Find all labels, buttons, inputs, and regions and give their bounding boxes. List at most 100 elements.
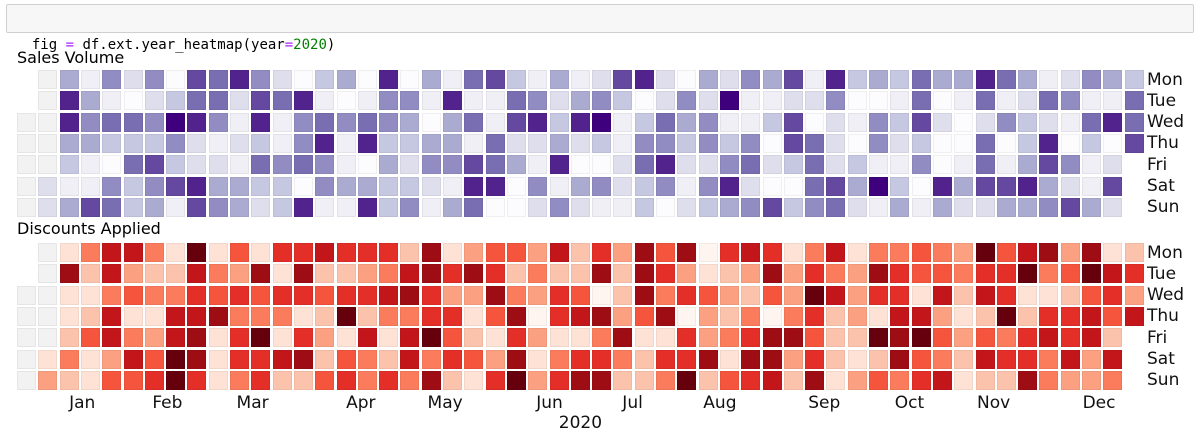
heatmap-cell xyxy=(634,349,654,369)
heatmap-cell xyxy=(528,243,548,262)
heatmap-cell xyxy=(357,264,377,284)
heatmap-cell xyxy=(677,243,697,262)
heatmap-cell xyxy=(677,197,697,217)
heatmap-cell xyxy=(230,112,249,132)
heatmap-cell xyxy=(123,91,143,111)
heatmap-cell xyxy=(932,370,952,390)
heatmap-cell xyxy=(592,285,612,305)
heatmap-cell xyxy=(719,243,739,262)
heatmap-cell xyxy=(379,197,399,217)
heatmap-cell xyxy=(783,197,803,217)
heatmap-cell xyxy=(890,285,910,305)
heatmap-cell xyxy=(613,370,633,390)
heatmap-cell xyxy=(506,112,526,132)
heatmap-cell xyxy=(932,285,952,305)
heatmap-cell xyxy=(549,91,569,111)
heatmap-cell xyxy=(783,349,803,369)
heatmap-cell xyxy=(1103,133,1123,153)
heatmap-cell xyxy=(1103,328,1123,348)
heatmap-cell xyxy=(869,243,888,262)
heatmap-cell xyxy=(485,370,505,390)
heatmap-cell xyxy=(528,328,548,348)
heatmap-cell xyxy=(272,264,292,284)
heatmap-cell xyxy=(1018,306,1038,326)
heatmap-cell xyxy=(208,243,228,262)
heatmap-cell xyxy=(677,264,697,284)
heatmap-cell xyxy=(80,176,100,196)
heatmap-cell xyxy=(847,155,867,175)
heatmap-cell xyxy=(741,243,761,262)
heatmap-cell xyxy=(634,91,654,111)
heatmap-cell xyxy=(1018,112,1038,132)
heatmap-cell xyxy=(656,112,675,132)
heatmap-cell xyxy=(847,349,867,369)
heatmap-cell xyxy=(869,264,888,284)
heatmap-cell xyxy=(549,197,569,217)
heatmap-cell xyxy=(1039,197,1059,217)
month-tick-jan: Jan xyxy=(69,393,96,413)
heatmap-cell xyxy=(975,349,995,369)
heatmap-cell xyxy=(890,306,910,326)
heatmap-cell xyxy=(847,70,867,89)
heatmap-cell xyxy=(144,370,164,390)
heatmap-cell xyxy=(59,243,79,262)
heatmap-cell xyxy=(80,70,100,89)
heatmap-cell xyxy=(293,176,313,196)
heatmap-cell xyxy=(741,91,761,111)
heatmap-cell xyxy=(656,328,675,348)
heatmap-cell xyxy=(17,197,36,217)
heatmap-cell xyxy=(741,306,761,326)
heatmap-cell xyxy=(315,264,335,284)
heatmap-cell xyxy=(144,328,164,348)
heatmap-cell xyxy=(719,264,739,284)
heatmap-cell xyxy=(80,370,100,390)
heatmap-cell xyxy=(464,349,484,369)
heatmap-cell xyxy=(1018,328,1038,348)
heatmap-cell xyxy=(443,306,462,326)
month-tick-feb: Feb xyxy=(152,393,183,413)
heatmap-cell xyxy=(336,328,356,348)
heatmap-cell xyxy=(443,197,462,217)
heatmap-cell xyxy=(592,349,612,369)
heatmap-cell xyxy=(272,370,292,390)
heatmap-cell xyxy=(59,285,79,305)
heatmap-cell xyxy=(379,70,399,89)
heatmap-cell xyxy=(443,285,462,305)
heatmap-cell xyxy=(1124,112,1144,132)
heatmap-cell xyxy=(1082,285,1101,305)
heatmap-cell xyxy=(677,70,697,89)
heatmap-cell xyxy=(634,243,654,262)
heatmap-cell xyxy=(1018,349,1038,369)
heatmap-cell xyxy=(975,176,995,196)
heatmap-cell xyxy=(485,285,505,305)
month-tick-jul: Jul xyxy=(622,393,643,413)
heatmap-cell xyxy=(1124,70,1144,89)
heatmap-cell xyxy=(208,70,228,89)
heatmap-cell xyxy=(144,197,164,217)
heatmap-cell xyxy=(1103,306,1123,326)
heatmap-cell xyxy=(144,349,164,369)
heatmap-cell xyxy=(634,328,654,348)
heatmap-cell xyxy=(528,349,548,369)
heatmap-cell xyxy=(59,112,79,132)
code-cell[interactable]: fig = df.ext.year_heatmap(year=2020) xyxy=(6,4,1194,53)
day-label-mon: Mon xyxy=(1147,69,1183,90)
heatmap-cell xyxy=(570,70,590,89)
heatmap-cell xyxy=(166,349,186,369)
heatmap-cell xyxy=(805,155,825,175)
heatmap-cell xyxy=(613,285,633,305)
heatmap-cell xyxy=(613,91,633,111)
heatmap-cell xyxy=(485,197,505,217)
heatmap-cell xyxy=(890,112,910,132)
heatmap-cell xyxy=(613,155,633,175)
heatmap-cell xyxy=(38,243,58,262)
heatmap-cell xyxy=(400,155,420,175)
heatmap-cell xyxy=(847,328,867,348)
heatmap-cell xyxy=(869,70,888,89)
heatmap-cell xyxy=(549,306,569,326)
heatmap-cell xyxy=(549,349,569,369)
heatmap-cell xyxy=(251,243,271,262)
heatmap-cell xyxy=(506,155,526,175)
heatmap-cell xyxy=(634,133,654,153)
heatmap-cell xyxy=(336,91,356,111)
